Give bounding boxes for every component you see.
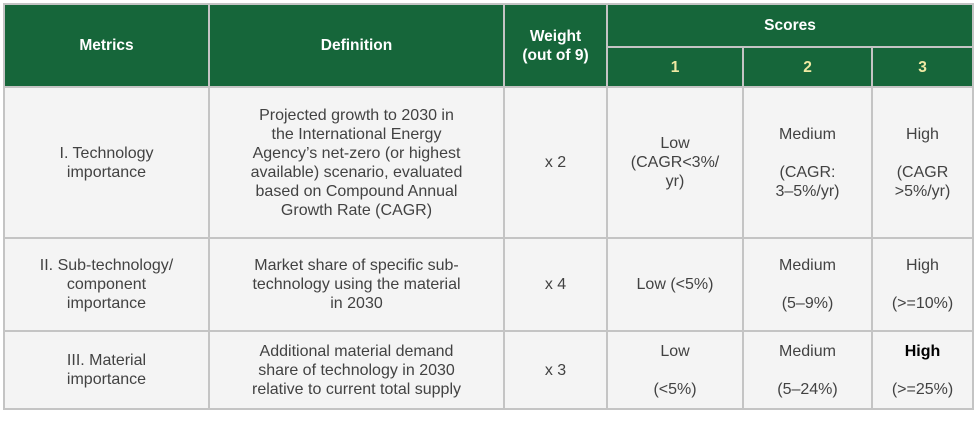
header-score-3-cell: 3 bbox=[870, 46, 975, 88]
score-1-cell: Low (<5%) bbox=[606, 237, 744, 332]
score-2-cell: Medium (5–24%) bbox=[742, 330, 873, 410]
weight-cell: x 3 bbox=[503, 330, 608, 410]
definition-cell: Market share of specific sub- technology… bbox=[208, 237, 505, 332]
header-score-1-cell: 1 bbox=[606, 46, 744, 88]
score-1-cell: Low (CAGR<3%/ yr) bbox=[606, 86, 744, 239]
score-2-cell: Medium (5–9%) bbox=[742, 237, 873, 332]
table-row-subtechnology-importance: II. Sub-technology/ component importance… bbox=[3, 237, 975, 332]
weight-cell: x 4 bbox=[503, 237, 608, 332]
metric-cell: I. Technology importance bbox=[3, 86, 210, 239]
header-definition-cell: Definition bbox=[208, 3, 505, 88]
header-weight-cell: Weight (out of 9) bbox=[503, 3, 608, 88]
definition-cell: Projected growth to 2030 in the Internat… bbox=[208, 86, 505, 239]
page: Metrics Definition Weight (out of 9) Sco… bbox=[3, 3, 975, 410]
header-row-top: Metrics Definition Weight (out of 9) Sco… bbox=[3, 3, 975, 88]
table-row-technology-importance: I. Technology importance Projected growt… bbox=[3, 86, 975, 239]
table-row-material-importance: III. Material importance Additional mate… bbox=[3, 330, 975, 410]
score-3-cell: High (>=10%) bbox=[870, 237, 975, 332]
score-1-cell: Low (<5%) bbox=[606, 330, 744, 410]
header-score-2-cell: 2 bbox=[742, 46, 873, 88]
scoring-criteria-table: Metrics Definition Weight (out of 9) Sco… bbox=[3, 3, 975, 410]
weight-cell: x 2 bbox=[503, 86, 608, 239]
definition-cell: Additional material demand share of tech… bbox=[208, 330, 505, 410]
metric-cell: III. Material importance bbox=[3, 330, 210, 410]
header-scores-cell: Scores bbox=[605, 3, 975, 48]
score-3-cell: High (CAGR >5%/yr) bbox=[870, 86, 975, 239]
metric-cell: II. Sub-technology/ component importance bbox=[3, 237, 210, 332]
score-3-cell: High (>=25%) bbox=[870, 330, 975, 410]
header-row-scores: 1 2 3 bbox=[4, 46, 975, 88]
header-metrics-cell: Metrics bbox=[3, 3, 210, 88]
score-2-cell: Medium (CAGR: 3–5%/yr) bbox=[742, 86, 873, 239]
